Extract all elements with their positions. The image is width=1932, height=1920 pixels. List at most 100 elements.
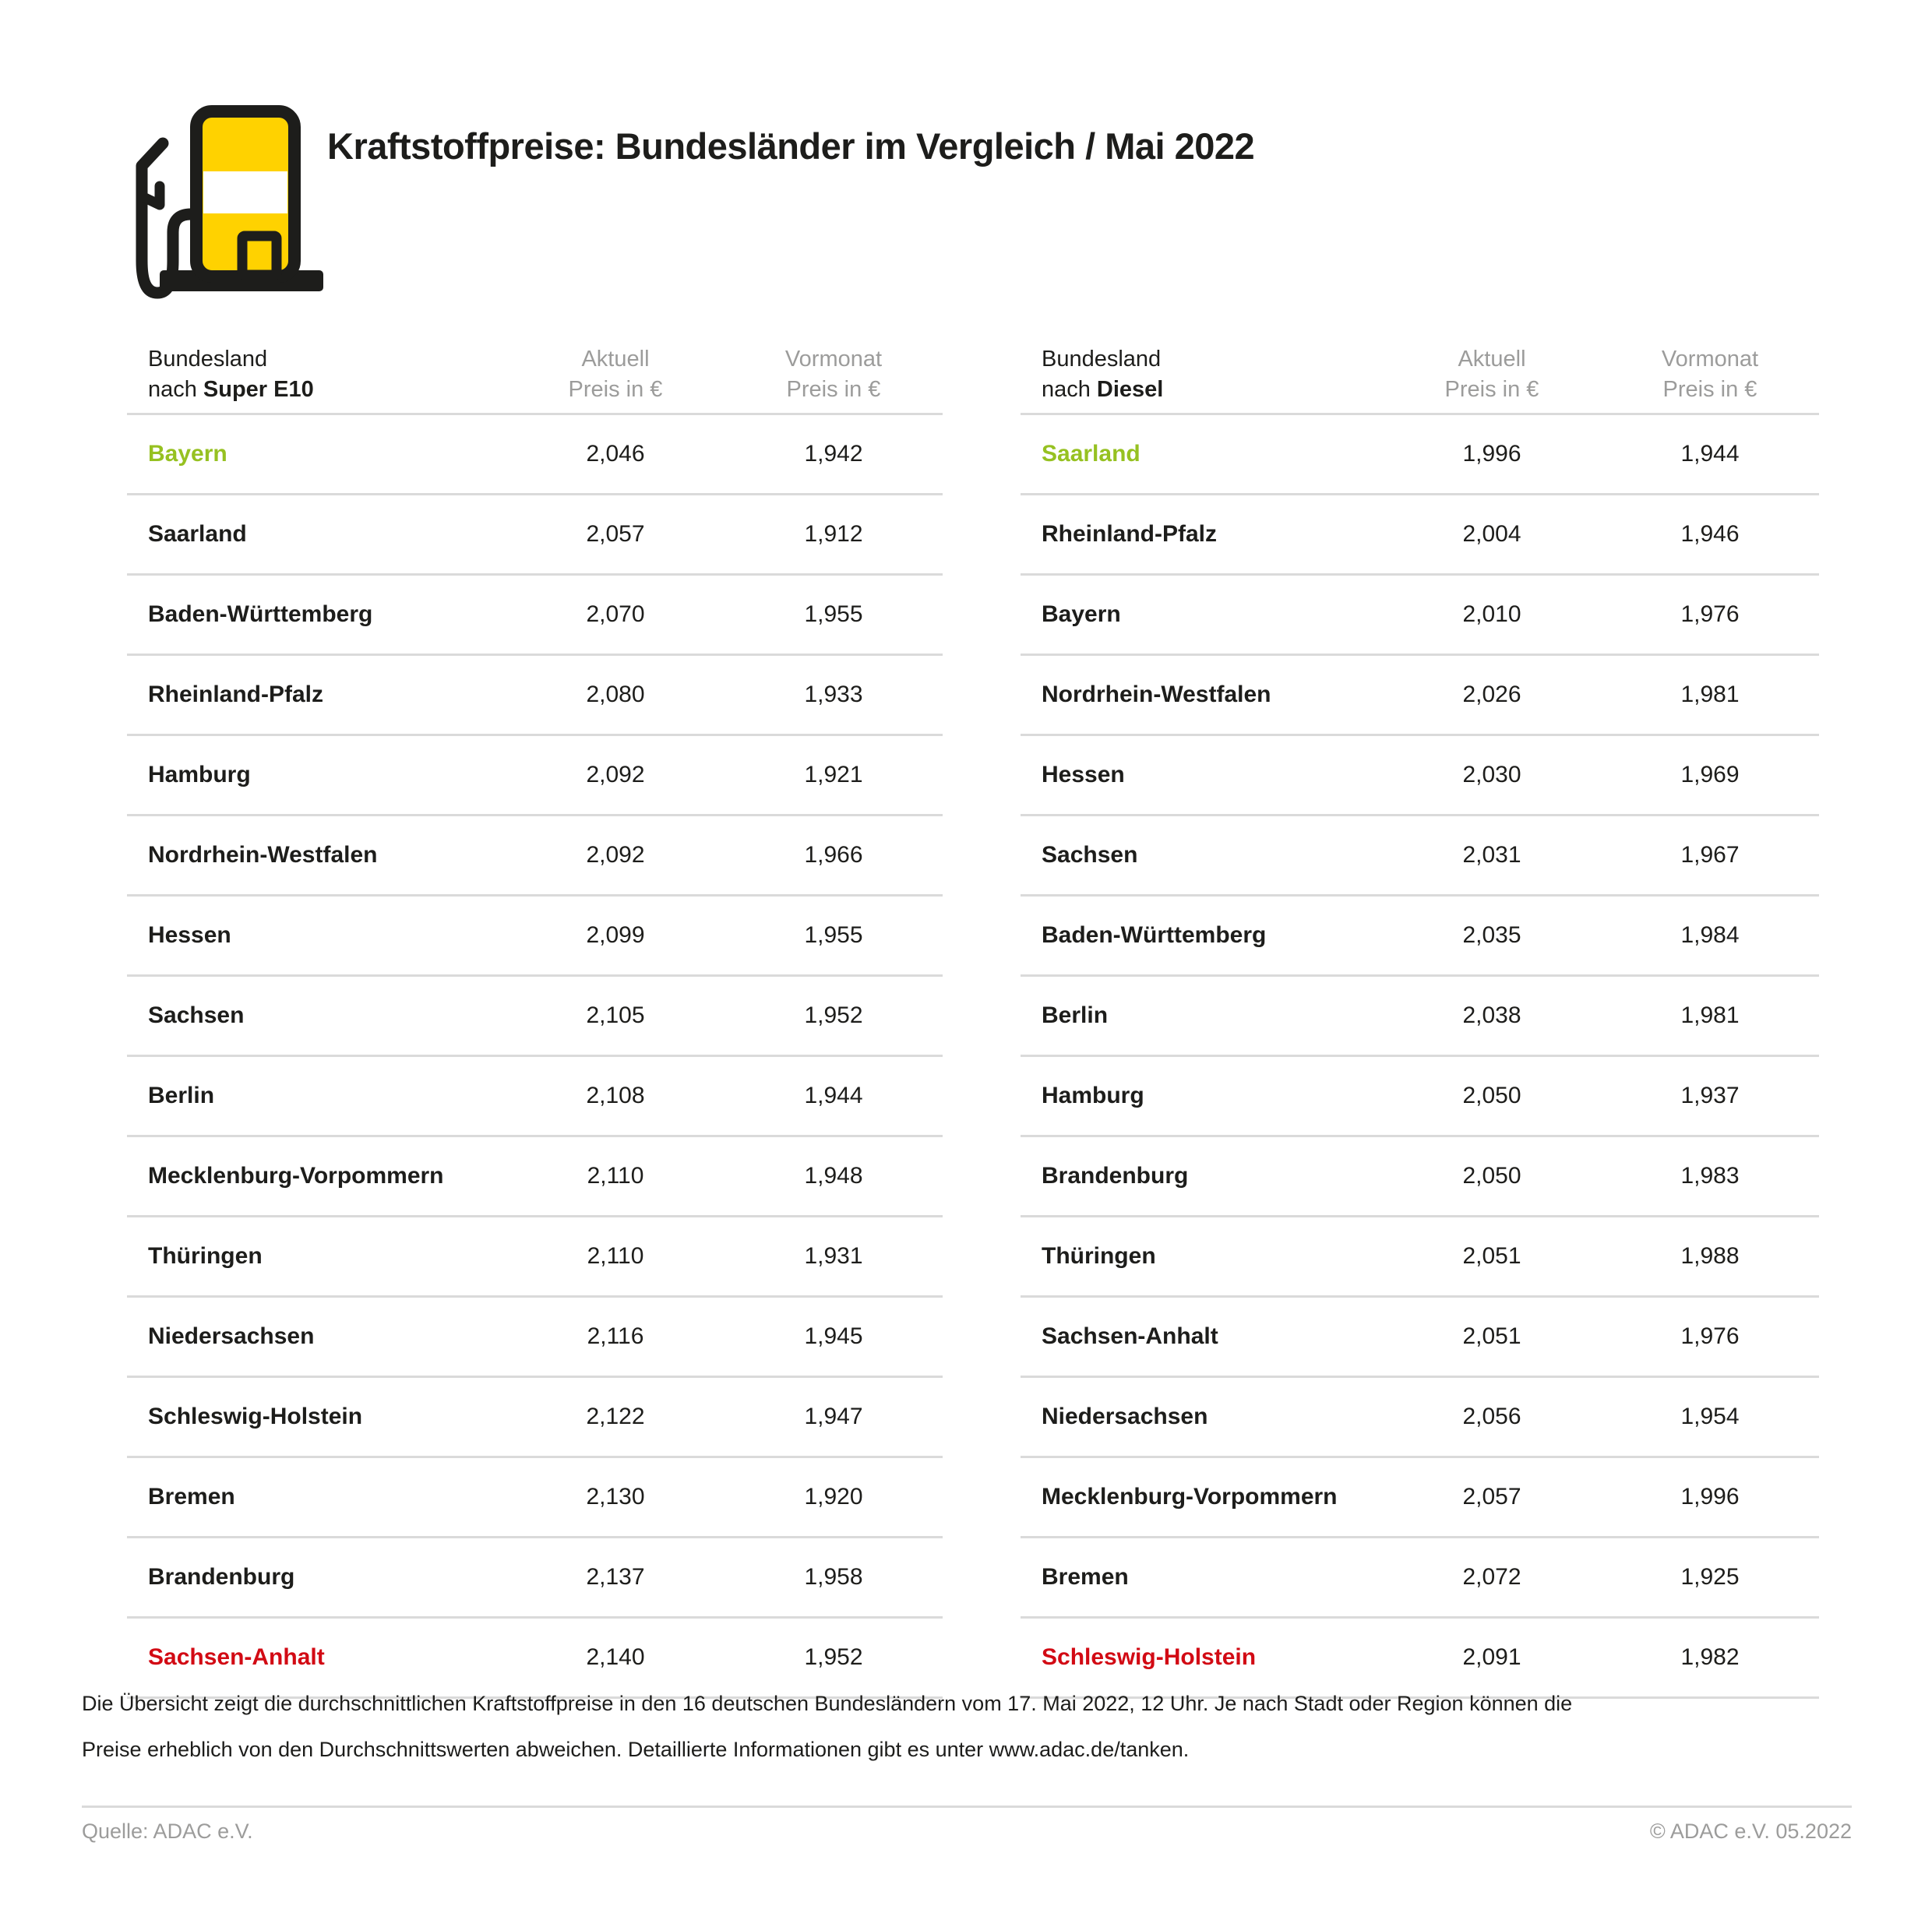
price-aktuell: 2,004	[1462, 521, 1521, 547]
table-row: Hamburg 2,092 1,921	[127, 734, 943, 814]
price-aktuell: 2,140	[586, 1644, 645, 1670]
table-row: Bayern 2,010 1,976	[1021, 573, 1819, 654]
state-name: Sachsen	[148, 1002, 245, 1028]
price-aktuell: 2,099	[586, 922, 645, 948]
table-row: Niedersachsen 2,116 1,945	[127, 1295, 943, 1376]
price-aktuell: 2,130	[586, 1484, 645, 1510]
state-name: Rheinland-Pfalz	[148, 682, 324, 707]
table-row: Hessen 2,030 1,969	[1021, 734, 1819, 814]
state-name: Bayern	[148, 441, 227, 467]
price-aktuell: 2,051	[1462, 1323, 1521, 1349]
table-row: Schleswig-Holstein 2,122 1,947	[127, 1376, 943, 1456]
table-row: Nordrhein-Westfalen 2,026 1,981	[1021, 654, 1819, 734]
price-vormonat: 1,983	[1680, 1163, 1740, 1189]
table-row: Mecklenburg-Vorpommern 2,057 1,996	[1021, 1456, 1819, 1536]
price-vormonat: 1,931	[804, 1243, 863, 1269]
price-aktuell: 2,116	[587, 1323, 644, 1349]
price-vormonat: 1,947	[804, 1404, 863, 1429]
state-name: Baden-Württemberg	[1042, 922, 1267, 948]
state-name: Thüringen	[1042, 1243, 1156, 1269]
price-vormonat: 1,976	[1680, 1323, 1740, 1349]
state-name: Niedersachsen	[1042, 1404, 1208, 1429]
table-row: Mecklenburg-Vorpommern 2,110 1,948	[127, 1135, 943, 1215]
table-row: Niedersachsen 2,056 1,954	[1021, 1376, 1819, 1456]
price-vormonat: 1,942	[804, 441, 863, 467]
table-row: Hessen 2,099 1,955	[127, 894, 943, 974]
price-aktuell: 2,056	[1462, 1404, 1521, 1429]
price-aktuell: 2,091	[1462, 1644, 1521, 1670]
state-name: Saarland	[1042, 441, 1141, 467]
price-aktuell: 2,110	[587, 1163, 644, 1189]
state-name: Sachsen-Anhalt	[148, 1644, 325, 1670]
table-row: Hamburg 2,050 1,937	[1021, 1055, 1819, 1135]
state-name: Mecklenburg-Vorpommern	[1042, 1484, 1338, 1510]
column-header-bundesland-line2: nach Super E10	[148, 377, 314, 402]
price-aktuell: 2,070	[586, 601, 645, 627]
state-name: Schleswig-Holstein	[1042, 1644, 1257, 1670]
price-aktuell: 2,026	[1462, 682, 1521, 707]
price-vormonat: 1,948	[804, 1163, 863, 1189]
state-name: Hamburg	[1042, 1083, 1144, 1108]
price-vormonat: 1,966	[804, 842, 863, 868]
state-name: Baden-Württemberg	[148, 601, 373, 627]
price-aktuell: 2,031	[1462, 842, 1521, 868]
column-header-bundesland-line1: Bundesland	[148, 347, 268, 372]
table-body: Saarland 1,996 1,944 Rheinland-Pfalz 2,0…	[1021, 413, 1819, 1699]
state-name: Thüringen	[148, 1243, 263, 1269]
fuel-pump-icon	[136, 105, 323, 299]
fuel-type-label: Super E10	[203, 377, 314, 402]
table-row: Saarland 1,996 1,944	[1021, 413, 1819, 493]
price-vormonat: 1,969	[1680, 762, 1740, 787]
price-aktuell: 2,030	[1462, 762, 1521, 787]
price-vormonat: 1,958	[804, 1564, 863, 1590]
table-row: Berlin 2,038 1,981	[1021, 974, 1819, 1055]
price-vormonat: 1,955	[804, 601, 863, 627]
price-aktuell: 2,057	[586, 521, 645, 547]
price-aktuell: 2,038	[1462, 1002, 1521, 1028]
table-row: Schleswig-Holstein 2,091 1,982	[1021, 1616, 1819, 1696]
state-name: Berlin	[1042, 1002, 1109, 1028]
price-vormonat: 1,954	[1680, 1404, 1740, 1429]
table-row: Bayern 2,046 1,942	[127, 413, 943, 493]
table-row: Thüringen 2,051 1,988	[1021, 1215, 1819, 1295]
price-vormonat: 1,946	[1680, 521, 1740, 547]
price-vormonat: 1,984	[1680, 922, 1740, 948]
price-aktuell: 2,122	[586, 1404, 645, 1429]
state-name: Saarland	[148, 521, 247, 547]
price-vormonat: 1,933	[804, 682, 863, 707]
price-vormonat: 1,981	[1680, 1002, 1740, 1028]
price-vormonat: 1,912	[804, 521, 863, 547]
table-row: Saarland 2,057 1,912	[127, 493, 943, 573]
price-aktuell: 2,110	[587, 1243, 644, 1269]
footnote: Die Übersicht zeigt die durchschnittlich…	[82, 1681, 1852, 1773]
table-row: Berlin 2,108 1,944	[127, 1055, 943, 1135]
price-vormonat: 1,944	[1680, 441, 1740, 467]
state-name: Berlin	[148, 1083, 215, 1108]
footer-divider	[82, 1806, 1852, 1808]
fuel-nozzle	[136, 181, 165, 210]
price-vormonat: 1,925	[1680, 1564, 1740, 1590]
price-vormonat: 1,996	[1680, 1484, 1740, 1510]
state-name: Sachsen-Anhalt	[1042, 1323, 1218, 1349]
table-row: Baden-Württemberg 2,035 1,984	[1021, 894, 1819, 974]
state-name: Bremen	[148, 1484, 235, 1510]
price-vormonat: 1,976	[1680, 601, 1740, 627]
price-aktuell: 2,046	[586, 441, 645, 467]
column-header-bundesland: Bundesland nach Diesel	[1021, 344, 1414, 413]
column-header-vormonat: Vormonat Preis in €	[784, 347, 883, 402]
copyright-credit: © ADAC e.V. 05.2022	[1649, 1820, 1852, 1843]
pump-display-window	[237, 231, 282, 280]
price-vormonat: 1,945	[804, 1323, 863, 1349]
state-name: Bayern	[1042, 601, 1121, 627]
state-name: Hessen	[148, 922, 231, 948]
price-aktuell: 2,035	[1462, 922, 1521, 948]
column-header-vormonat: Vormonat Preis in €	[1661, 347, 1759, 402]
state-name: Nordrhein-Westfalen	[1042, 682, 1271, 707]
table-row: Sachsen 2,031 1,967	[1021, 814, 1819, 894]
price-aktuell: 2,072	[1462, 1564, 1521, 1590]
price-vormonat: 1,952	[804, 1002, 863, 1028]
footnote-line2: Preise erheblich von den Durchschnittswe…	[82, 1738, 1190, 1761]
state-name: Rheinland-Pfalz	[1042, 521, 1218, 547]
column-header-aktuell: Aktuell Preis in €	[568, 347, 663, 402]
